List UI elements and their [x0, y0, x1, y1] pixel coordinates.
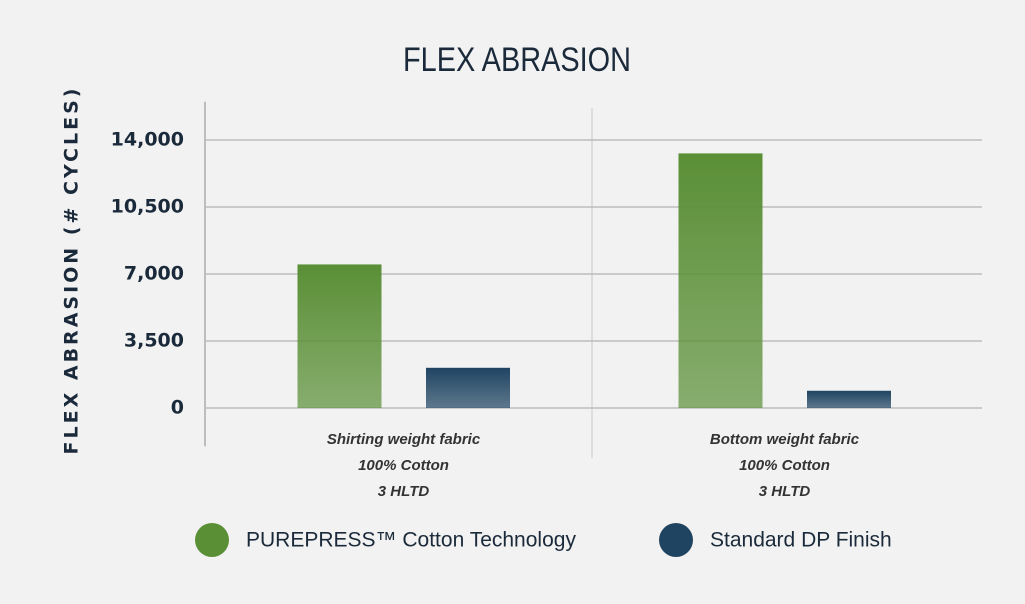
- bar: [807, 390, 891, 408]
- x-tick-label: 100% Cotton: [739, 457, 830, 474]
- legend-swatch: [195, 523, 229, 557]
- legend-swatch: [659, 523, 693, 557]
- legend-label: Standard DP Finish: [710, 529, 892, 552]
- x-tick-label: Shirting weight fabric: [327, 431, 481, 448]
- bar: [297, 264, 382, 408]
- chart-title: FLEX ABRASION: [403, 40, 631, 79]
- legend-label: PUREPRESS™ Cotton Technology: [246, 529, 576, 552]
- y-axis-label: FLEX ABRASION (# CYCLES): [61, 86, 83, 455]
- y-tick-label: 14,000: [111, 129, 184, 151]
- x-tick-label: 3 HLTD: [378, 483, 430, 500]
- x-tick-label: 3 HLTD: [759, 483, 811, 500]
- bar: [678, 153, 763, 408]
- bar: [426, 367, 510, 408]
- y-tick-label: 0: [171, 397, 184, 419]
- y-tick-label: 3,500: [124, 330, 184, 352]
- x-tick-label: 100% Cotton: [358, 457, 449, 474]
- x-tick-label: Bottom weight fabric: [710, 431, 860, 448]
- y-tick-label: 10,500: [111, 196, 184, 218]
- y-tick-label: 7,000: [124, 263, 184, 285]
